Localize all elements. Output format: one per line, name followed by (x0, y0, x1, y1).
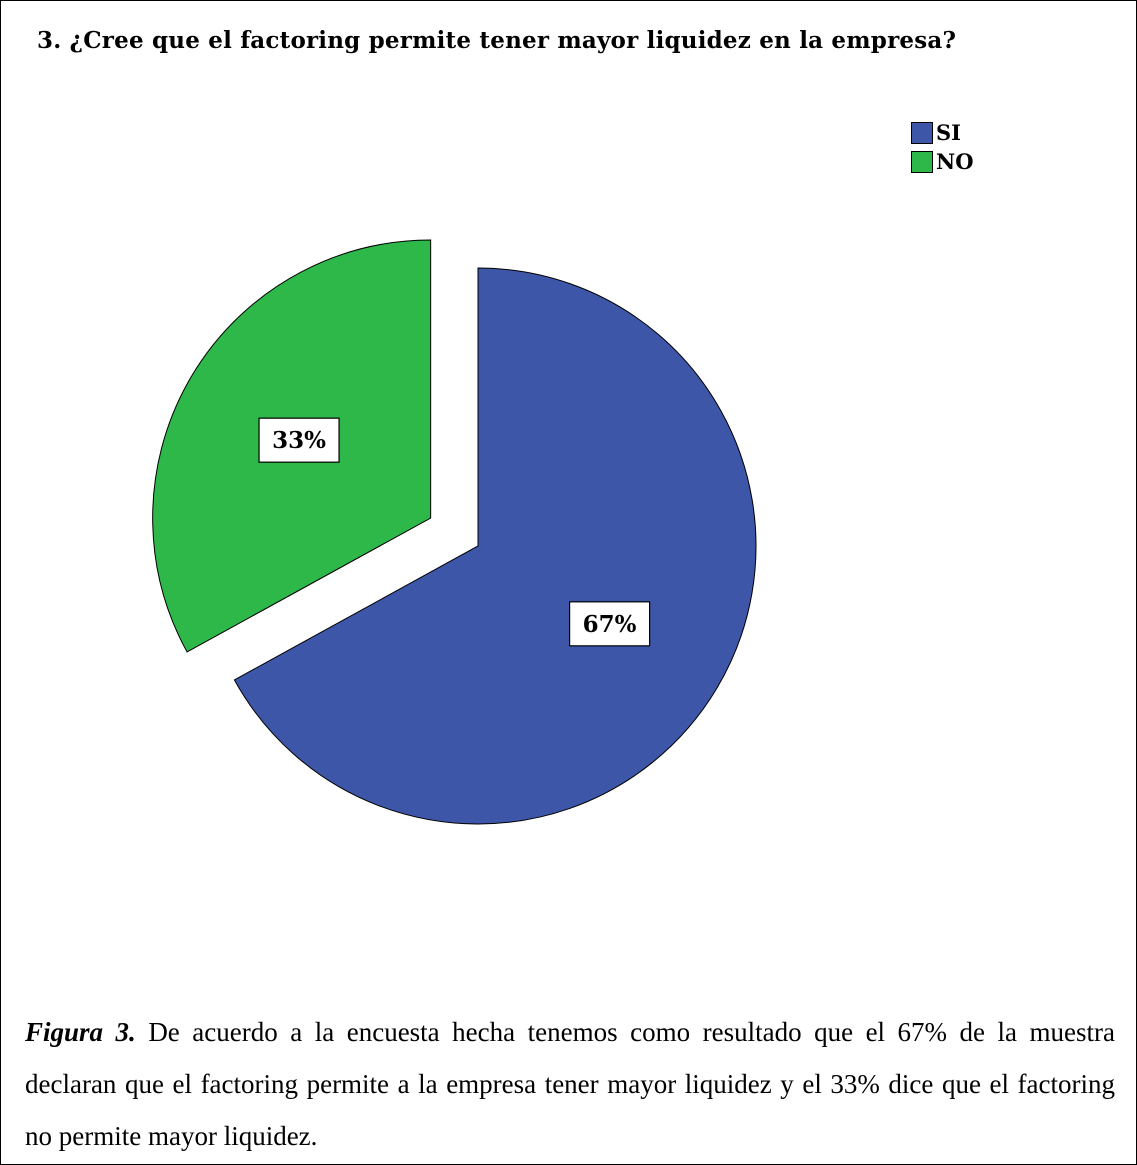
slice-label-box-no (258, 417, 340, 463)
slice-label-text-si: 67% (583, 611, 637, 638)
slice-label-box-si (569, 601, 651, 647)
legend-label-si: SI (936, 120, 961, 145)
slice-label-no: 33% (258, 417, 340, 463)
pie-slice-si (233, 267, 757, 825)
chart-title: 3. ¿Cree que el factoring permite tener … (37, 27, 957, 54)
legend-label-no: NO (936, 149, 974, 174)
chart-legend: SI NO (911, 118, 974, 176)
legend-swatch-si (911, 121, 933, 144)
legend-item-si: SI (911, 118, 974, 147)
legend-swatch-no (911, 150, 933, 173)
caption-text: De acuerdo a la encuesta hecha tenemos c… (25, 1017, 1116, 1151)
caption-lead: Figura 3. (25, 1017, 136, 1047)
slice-label-text-no: 33% (272, 427, 326, 454)
pie-chart: 67% 33% (152, 239, 757, 825)
figure-caption: Figura 3. De acuerdo a la encuesta hecha… (25, 1006, 1115, 1162)
legend-item-no: NO (911, 147, 974, 176)
slice-label-si: 67% (569, 601, 651, 647)
